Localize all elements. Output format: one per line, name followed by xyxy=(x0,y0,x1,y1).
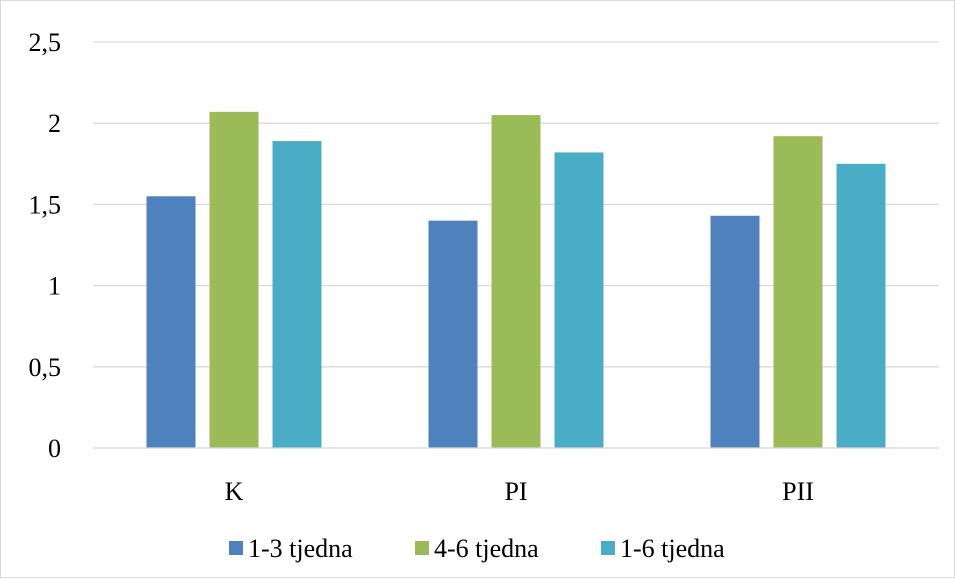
legend: 1-3 tjedna 4-6 tjedna 1-6 tjedna xyxy=(229,534,725,563)
legend-swatch xyxy=(415,541,429,555)
bar-PII-4-6-tjedna xyxy=(773,136,823,448)
y-tick-label: 2 xyxy=(48,109,61,138)
legend-label: 1-6 tjedna xyxy=(620,534,725,563)
bars xyxy=(146,111,886,449)
bar-PII-1-6-tjedna xyxy=(836,163,886,449)
y-tick-label: 1 xyxy=(48,272,61,301)
y-tick-label: 1,5 xyxy=(29,190,62,219)
y-axis-tick-labels: 0 0,5 1 1,5 2 2,5 xyxy=(29,28,62,463)
bar-PII-1-3-tjedna xyxy=(710,215,760,448)
y-tick-label: 0,5 xyxy=(29,353,62,382)
y-tick-label: 0 xyxy=(48,434,61,463)
bar-K-4-6-tjedna xyxy=(209,111,259,448)
legend-label: 4-6 tjedna xyxy=(434,534,539,563)
legend-swatch xyxy=(601,541,615,555)
bar-K-1-6-tjedna xyxy=(272,141,322,448)
bar-PI-1-6-tjedna xyxy=(554,152,604,448)
bar-PI-4-6-tjedna xyxy=(491,115,541,448)
x-tick-label: PI xyxy=(504,477,527,506)
legend-label: 1-3 tjedna xyxy=(248,534,353,563)
x-tick-label: PII xyxy=(782,477,814,506)
bar-K-1-3-tjedna xyxy=(146,196,196,448)
bar-PI-1-3-tjedna xyxy=(428,220,478,448)
legend-swatch xyxy=(229,541,243,555)
y-tick-label: 2,5 xyxy=(29,28,62,57)
x-axis: K PI PII xyxy=(93,447,939,506)
x-tick-label: K xyxy=(225,477,244,506)
